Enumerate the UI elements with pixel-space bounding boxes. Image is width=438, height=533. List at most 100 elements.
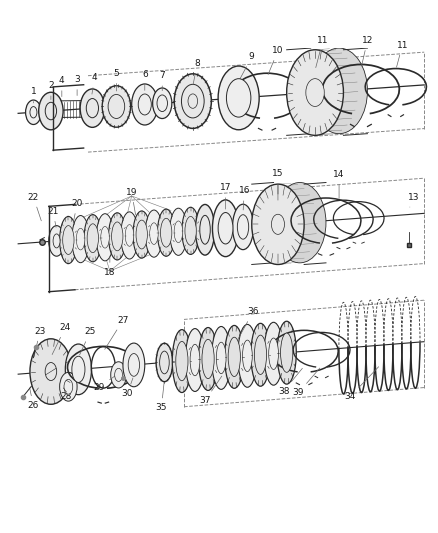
Ellipse shape bbox=[226, 79, 251, 117]
Ellipse shape bbox=[185, 328, 205, 391]
Text: 21: 21 bbox=[47, 207, 59, 227]
Text: 19: 19 bbox=[126, 188, 138, 215]
Ellipse shape bbox=[218, 66, 259, 130]
Ellipse shape bbox=[172, 329, 191, 392]
Ellipse shape bbox=[174, 74, 212, 128]
Text: 7: 7 bbox=[159, 71, 165, 91]
Text: 35: 35 bbox=[155, 382, 167, 413]
Ellipse shape bbox=[152, 88, 172, 118]
Text: 5: 5 bbox=[113, 69, 119, 91]
Ellipse shape bbox=[102, 86, 131, 127]
Ellipse shape bbox=[228, 337, 240, 376]
Ellipse shape bbox=[30, 339, 72, 405]
Text: 10: 10 bbox=[268, 46, 284, 75]
Text: 39: 39 bbox=[293, 368, 320, 397]
Ellipse shape bbox=[181, 84, 204, 118]
Text: 36: 36 bbox=[238, 308, 259, 340]
Ellipse shape bbox=[150, 223, 158, 245]
Text: 22: 22 bbox=[28, 192, 41, 221]
Ellipse shape bbox=[159, 351, 169, 374]
Ellipse shape bbox=[96, 214, 114, 261]
Text: 13: 13 bbox=[407, 192, 419, 207]
Ellipse shape bbox=[138, 94, 151, 115]
Ellipse shape bbox=[238, 325, 257, 387]
Ellipse shape bbox=[53, 234, 60, 248]
Text: 34: 34 bbox=[344, 367, 378, 401]
Ellipse shape bbox=[84, 215, 102, 262]
Text: 15: 15 bbox=[272, 169, 284, 200]
Ellipse shape bbox=[123, 343, 145, 387]
Text: 20: 20 bbox=[71, 199, 83, 223]
Text: 2: 2 bbox=[48, 82, 54, 100]
Ellipse shape bbox=[254, 335, 267, 374]
Ellipse shape bbox=[64, 379, 73, 394]
Ellipse shape bbox=[198, 328, 218, 390]
Ellipse shape bbox=[190, 344, 200, 376]
Ellipse shape bbox=[76, 228, 85, 250]
Ellipse shape bbox=[200, 215, 210, 244]
Ellipse shape bbox=[188, 94, 198, 108]
Text: 4: 4 bbox=[59, 76, 65, 96]
Text: 26: 26 bbox=[28, 388, 39, 410]
Text: 16: 16 bbox=[239, 187, 250, 210]
Ellipse shape bbox=[216, 342, 226, 374]
Ellipse shape bbox=[264, 322, 283, 385]
Ellipse shape bbox=[202, 340, 214, 378]
Ellipse shape bbox=[306, 79, 324, 107]
Ellipse shape bbox=[45, 362, 57, 381]
Ellipse shape bbox=[233, 204, 254, 249]
Text: 8: 8 bbox=[193, 59, 200, 84]
Ellipse shape bbox=[128, 353, 140, 376]
Text: 37: 37 bbox=[199, 376, 222, 405]
Text: 3: 3 bbox=[74, 75, 80, 95]
Text: 24: 24 bbox=[52, 323, 71, 354]
Ellipse shape bbox=[25, 100, 41, 125]
Ellipse shape bbox=[145, 210, 162, 257]
Ellipse shape bbox=[108, 94, 125, 118]
Text: 38: 38 bbox=[278, 368, 302, 395]
Ellipse shape bbox=[121, 212, 138, 259]
Ellipse shape bbox=[63, 225, 74, 254]
Ellipse shape bbox=[136, 220, 148, 249]
Text: 14: 14 bbox=[333, 171, 345, 198]
Ellipse shape bbox=[212, 327, 231, 390]
Ellipse shape bbox=[311, 48, 367, 134]
Ellipse shape bbox=[45, 102, 57, 120]
Text: 6: 6 bbox=[142, 69, 148, 91]
Text: 30: 30 bbox=[122, 378, 133, 398]
Text: 18: 18 bbox=[104, 256, 116, 277]
Ellipse shape bbox=[182, 207, 199, 254]
Ellipse shape bbox=[112, 222, 123, 251]
Ellipse shape bbox=[109, 213, 126, 260]
Ellipse shape bbox=[125, 224, 134, 246]
Text: 17: 17 bbox=[220, 183, 231, 209]
Ellipse shape bbox=[287, 50, 343, 135]
Ellipse shape bbox=[243, 340, 252, 372]
Ellipse shape bbox=[111, 362, 127, 388]
Ellipse shape bbox=[87, 224, 99, 253]
Ellipse shape bbox=[132, 84, 158, 125]
Text: 28: 28 bbox=[60, 383, 72, 401]
Ellipse shape bbox=[195, 205, 215, 255]
Ellipse shape bbox=[277, 321, 296, 384]
Ellipse shape bbox=[133, 211, 150, 258]
Ellipse shape bbox=[225, 326, 244, 389]
Ellipse shape bbox=[86, 99, 99, 118]
Text: 12: 12 bbox=[361, 36, 373, 66]
Ellipse shape bbox=[115, 368, 123, 382]
Ellipse shape bbox=[170, 208, 187, 255]
Ellipse shape bbox=[60, 216, 77, 264]
Ellipse shape bbox=[185, 216, 196, 245]
Ellipse shape bbox=[65, 344, 92, 394]
Ellipse shape bbox=[80, 89, 105, 127]
Ellipse shape bbox=[60, 373, 77, 401]
Ellipse shape bbox=[281, 333, 293, 373]
Ellipse shape bbox=[157, 209, 175, 256]
Text: 11: 11 bbox=[316, 36, 328, 68]
Ellipse shape bbox=[157, 95, 167, 111]
Ellipse shape bbox=[251, 324, 270, 386]
Ellipse shape bbox=[174, 221, 183, 243]
Ellipse shape bbox=[274, 182, 326, 263]
Ellipse shape bbox=[272, 214, 285, 235]
Ellipse shape bbox=[72, 356, 85, 383]
